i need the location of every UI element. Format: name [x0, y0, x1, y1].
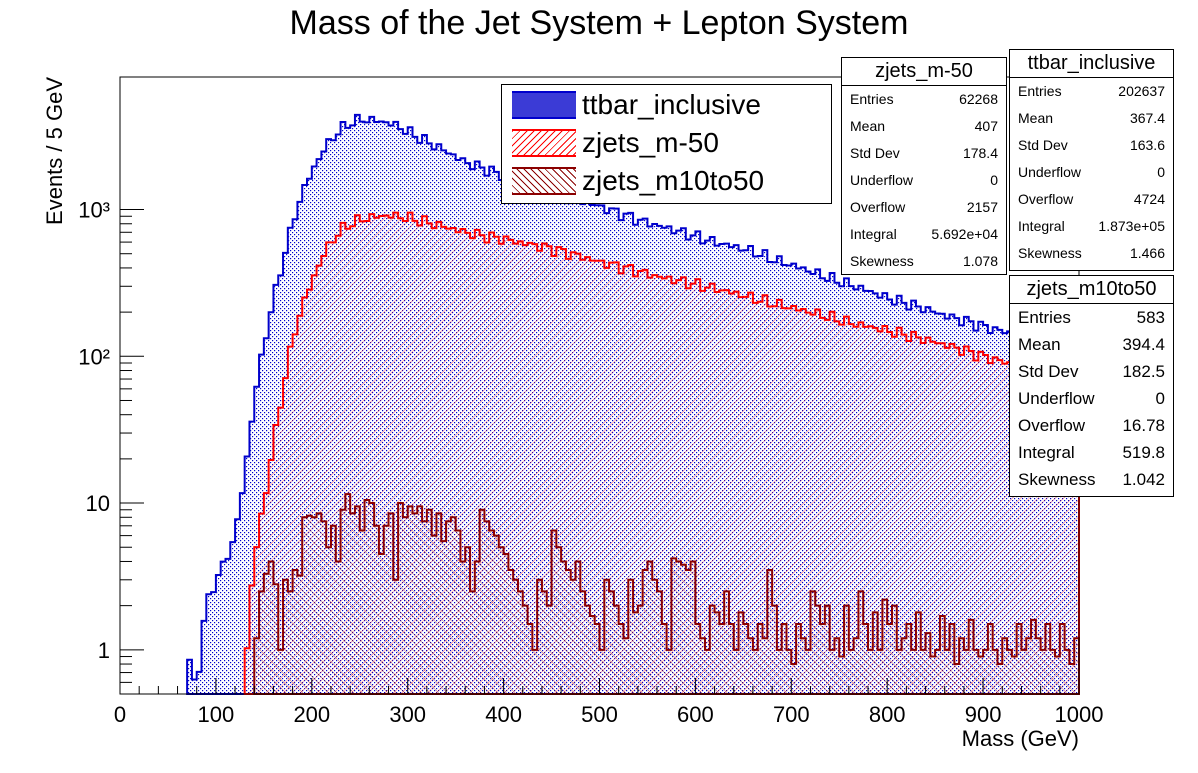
- stats-value: 0: [990, 172, 998, 188]
- stats-key: Std Dev: [1018, 362, 1079, 381]
- stats-title: zjets_m10to50: [1010, 276, 1173, 304]
- stats-row: Overflow 16.78: [1010, 412, 1173, 439]
- x-axis-label: Mass (GeV): [962, 726, 1079, 751]
- stats-value: 4724: [1133, 191, 1165, 207]
- stats-box-zjets-m10to50: zjets_m10to50 Entries 583 Mean 394.4 Std D…: [1009, 275, 1174, 497]
- x-tick-label: 600: [677, 702, 714, 727]
- stats-row: Integral 1.873e+05: [1010, 213, 1173, 240]
- stats-key: Skewness: [1018, 470, 1096, 489]
- stats-value: 62268: [959, 91, 998, 107]
- x-tick-label: 1000: [1055, 702, 1104, 727]
- stats-value: 407: [974, 118, 998, 134]
- stats-value: 163.6: [1129, 137, 1165, 153]
- chart-title: Mass of the Jet System + Lepton System: [289, 4, 909, 42]
- stats-value: 367.4: [1129, 110, 1165, 126]
- stats-row: Skewness 1.466: [1010, 240, 1173, 267]
- stats-row: Mean 367.4: [1010, 105, 1173, 132]
- stats-key: Entries: [1018, 83, 1062, 99]
- legend-item-zjets-m50: zjets_m-50: [512, 127, 719, 159]
- stats-key: Integral: [850, 226, 897, 242]
- y-tick-label: 10: [86, 491, 110, 516]
- x-tick-label: 200: [293, 702, 330, 727]
- legend-swatch-zjets-m10to50: [512, 167, 576, 195]
- stats-row: Skewness 1.078: [842, 248, 1006, 275]
- stats-key: Skewness: [1018, 245, 1082, 261]
- stats-row: Overflow 2157: [842, 194, 1006, 221]
- stats-row: Entries 202637: [1010, 78, 1173, 105]
- stats-value: 178.4: [962, 145, 998, 161]
- legend: ttbar_inclusive zjets_m-50 zjets_m10to50: [501, 84, 832, 204]
- x-tick-label: 0: [114, 702, 126, 727]
- stats-box-zjets-m50: zjets_m-50 Entries 62268 Mean 407 Std Dev 1…: [841, 57, 1007, 275]
- stats-key: Mean: [1018, 335, 1061, 354]
- stats-key: Entries: [850, 91, 894, 107]
- stats-value: 202637: [1118, 83, 1165, 99]
- stats-row: Std Dev 163.6: [1010, 132, 1173, 159]
- histogram-zjets-m10to50: [253, 493, 1080, 695]
- legend-swatch-ttbar: [512, 91, 576, 119]
- stats-value: 0: [1157, 164, 1165, 180]
- stats-row: Integral 5.692e+04: [842, 221, 1006, 248]
- x-tick-label: 300: [389, 702, 426, 727]
- stats-value: 1.078: [962, 253, 998, 269]
- stats-key: Integral: [1018, 443, 1075, 462]
- legend-swatch-zjets-m50: [512, 129, 576, 157]
- stats-key: Integral: [1018, 218, 1065, 234]
- x-tick-label: 400: [485, 702, 522, 727]
- y-tick-label: 10³: [78, 198, 110, 223]
- stats-row: Mean 407: [842, 113, 1006, 140]
- stats-value: 1.466: [1129, 245, 1165, 261]
- stats-value: 5.692e+04: [931, 226, 998, 242]
- stats-value: 519.8: [1122, 443, 1165, 462]
- stats-key: Underflow: [1018, 389, 1095, 408]
- x-tick-label: 500: [581, 702, 618, 727]
- x-tick-label: 100: [198, 702, 235, 727]
- y-axis-label: Events / 5 GeV: [42, 77, 67, 225]
- stats-key: Std Dev: [1018, 137, 1068, 153]
- stats-value: 1.873e+05: [1098, 218, 1165, 234]
- stats-key: Overflow: [850, 199, 906, 215]
- stats-key: Entries: [1018, 308, 1071, 327]
- stats-key: Overflow: [1018, 191, 1074, 207]
- stats-row: Mean 394.4: [1010, 331, 1173, 358]
- stats-row: Std Dev 178.4: [842, 140, 1006, 167]
- stats-row: Entries 583: [1010, 304, 1173, 331]
- legend-label-ttbar: ttbar_inclusive: [582, 89, 761, 120]
- stats-value: 0: [1155, 389, 1165, 408]
- stats-row: Underflow 0: [1010, 385, 1173, 412]
- x-tick-label: 900: [965, 702, 1002, 727]
- stats-value: 2157: [966, 199, 998, 215]
- legend-item-zjets-m10to50: zjets_m10to50: [512, 165, 764, 197]
- x-tick-label: 700: [773, 702, 810, 727]
- stats-row: Skewness 1.042: [1010, 466, 1173, 493]
- y-tick-label: 10²: [78, 344, 110, 369]
- stats-row: Std Dev 182.5: [1010, 358, 1173, 385]
- stats-row: Underflow 0: [1010, 159, 1173, 186]
- stats-value: 1.042: [1122, 470, 1165, 489]
- stats-value: 182.5: [1122, 362, 1165, 381]
- y-tick-label: 1: [98, 638, 110, 663]
- x-tick-label: 800: [869, 702, 906, 727]
- stats-key: Underflow: [1018, 164, 1082, 180]
- stats-value: 16.78: [1122, 416, 1165, 435]
- stats-key: Underflow: [850, 172, 914, 188]
- stats-key: Overflow: [1018, 416, 1086, 435]
- stats-key: Mean: [850, 118, 886, 134]
- stats-title: zjets_m-50: [842, 58, 1006, 86]
- legend-item-ttbar: ttbar_inclusive: [512, 89, 761, 121]
- stats-row: Entries 62268: [842, 86, 1006, 113]
- legend-label-zjets-m10to50: zjets_m10to50: [582, 165, 765, 196]
- stats-value: 583: [1136, 308, 1165, 327]
- stats-row: Underflow 0: [842, 167, 1006, 194]
- stats-box-ttbar: ttbar_inclusive Entries 202637 Mean 367.4 …: [1009, 49, 1174, 271]
- stats-row: Integral 519.8: [1010, 439, 1173, 466]
- stats-key: Skewness: [850, 253, 914, 269]
- stats-row: Overflow 4724: [1010, 186, 1173, 213]
- stats-title: ttbar_inclusive: [1010, 50, 1173, 78]
- stats-key: Mean: [1018, 110, 1054, 126]
- legend-label-zjets-m50: zjets_m-50: [582, 127, 719, 158]
- stats-value: 394.4: [1122, 335, 1165, 354]
- stats-key: Std Dev: [850, 145, 900, 161]
